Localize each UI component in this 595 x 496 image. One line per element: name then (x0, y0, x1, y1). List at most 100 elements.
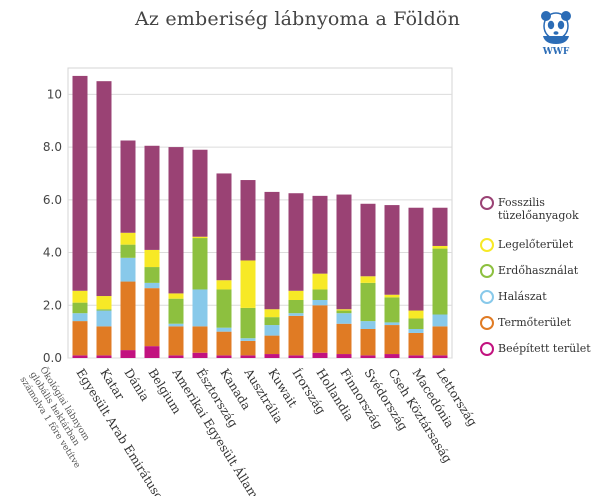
bar-segment (432, 248, 448, 315)
bar-segment (312, 273, 328, 290)
bar-segment (384, 205, 400, 295)
legend-label: Termőterület (498, 316, 572, 329)
legend-label: Fosszilis (498, 196, 545, 209)
chart-title: Az emberiség lábnyoma a Földön (134, 8, 461, 30)
bar-segment (240, 340, 256, 356)
bar-segment (288, 193, 304, 291)
bar-segment (384, 325, 400, 355)
bar-segment (336, 323, 352, 355)
bar-segment (192, 236, 208, 239)
bar-segment (216, 327, 232, 332)
bar-segment (240, 355, 256, 358)
bar-segment (120, 257, 136, 282)
bar-segment (72, 290, 88, 303)
bar-segment (432, 326, 448, 356)
bar-segment (120, 244, 136, 258)
bar-segment (312, 352, 328, 358)
bar-segment (96, 296, 112, 310)
y-tick-label: 0.0 (43, 351, 62, 365)
legend-swatch (480, 342, 494, 356)
bar-segment (336, 313, 352, 324)
bar-segment (288, 313, 304, 316)
bar-segment (360, 355, 376, 358)
legend-label: tüzelőanyagok (498, 209, 579, 222)
bar-segment (120, 281, 136, 351)
bar-segment (144, 288, 160, 347)
bar-segment (168, 293, 184, 299)
bar-segment (216, 331, 232, 356)
bar-segment (264, 191, 280, 310)
bar-segment (144, 249, 160, 268)
bar-segment (240, 307, 256, 339)
bar-segment (72, 313, 88, 322)
bar-segment (408, 332, 424, 356)
bar-segment (168, 323, 184, 327)
bar-segment (240, 260, 256, 308)
bar-segment (288, 290, 304, 300)
bar-segment (72, 302, 88, 314)
bar-segment (264, 317, 280, 326)
legend-label: Halászat (498, 290, 547, 303)
wwf-logo: WWF (541, 11, 571, 56)
bar-segment (432, 245, 448, 249)
bars (72, 75, 448, 358)
legend-label: Erdőhasználat (498, 264, 579, 277)
bar-segment (96, 355, 112, 358)
bar-segment (264, 354, 280, 358)
bar-segment (360, 282, 376, 322)
bar-segment (240, 180, 256, 261)
bar-segment (192, 238, 208, 290)
bar-segment (192, 289, 208, 327)
bar-segment (312, 195, 328, 274)
bar-segment (384, 294, 400, 298)
bar-segment (408, 329, 424, 333)
bar-segment (216, 289, 232, 328)
bar-segment (288, 300, 304, 314)
bar-segment (384, 322, 400, 326)
legend-label: Beépített terület (498, 342, 591, 355)
bar-segment (312, 289, 328, 300)
legend-item: Beépített terület (478, 342, 591, 356)
bar-segment (168, 355, 184, 358)
legend-swatch (480, 196, 494, 210)
bar-segment (288, 355, 304, 358)
legend-label: Legelőterület (498, 238, 574, 251)
bar-segment (144, 282, 160, 289)
bar-segment (192, 326, 208, 353)
legend-item: Erdőhasználat (478, 264, 579, 278)
bar-segment (360, 321, 376, 329)
bar-segment (360, 203, 376, 277)
bar-segment (168, 326, 184, 356)
bar-segment (216, 173, 232, 281)
bar-segment (120, 140, 136, 233)
bar-segment (192, 149, 208, 237)
bar-segment (384, 354, 400, 358)
y-tick-label: 2.0 (43, 298, 62, 312)
bar-segment (192, 352, 208, 358)
bar-segment (168, 298, 184, 324)
bar-segment (264, 325, 280, 336)
bar-segment (144, 346, 160, 358)
bar-segment (408, 355, 424, 358)
bar-segment (384, 297, 400, 323)
bar-segment (72, 355, 88, 358)
legend-swatch (480, 264, 494, 278)
bar-segment (72, 321, 88, 356)
bar-segment (120, 350, 136, 358)
bar-segment (144, 267, 160, 283)
bar-segment (288, 315, 304, 356)
y-tick-label: 10 (47, 87, 62, 101)
legend-swatch (480, 290, 494, 304)
legend-swatch (480, 316, 494, 330)
wwf-logo-text: WWF (542, 47, 570, 56)
legend-swatch (480, 238, 494, 252)
bar-segment (96, 309, 112, 311)
bar-segment (216, 280, 232, 290)
bar-segment (432, 314, 448, 327)
bar-segment (96, 310, 112, 327)
category-labels: Egyesült Arab EmirátusokKatarDániaBelgiu… (73, 365, 479, 496)
bar-segment (336, 194, 352, 310)
legend-item: Halászat (478, 290, 547, 304)
bar-segment (432, 355, 448, 358)
